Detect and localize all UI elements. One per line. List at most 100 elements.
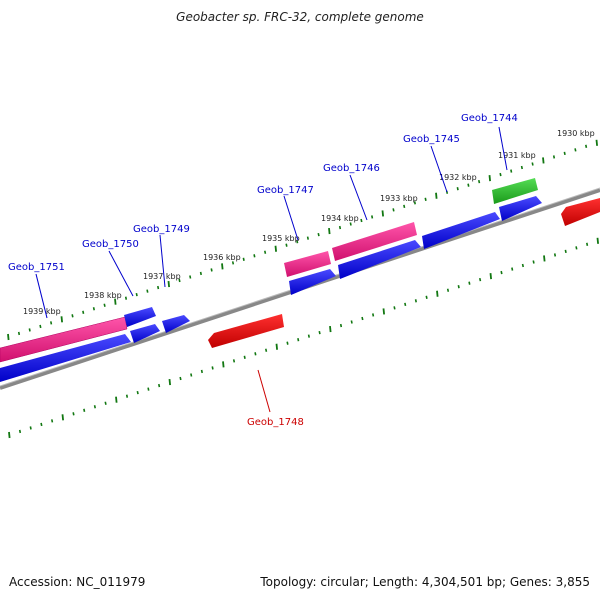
cds-1745[interactable] bbox=[422, 212, 500, 249]
label-geob-1746[interactable]: Geob_1746 bbox=[323, 163, 380, 174]
label-leaders bbox=[35, 126, 508, 413]
tick-mark bbox=[479, 277, 482, 282]
tick-mark bbox=[179, 376, 182, 381]
cds-1744b[interactable] bbox=[499, 196, 542, 221]
tick-mark bbox=[371, 215, 374, 219]
tick-mark bbox=[51, 419, 54, 423]
tick-mark bbox=[317, 232, 320, 237]
kbp-label-1934: 1934 kbp bbox=[321, 214, 359, 223]
gene-geob-1748[interactable] bbox=[208, 314, 284, 348]
tick-mark bbox=[92, 307, 95, 311]
tick-mark bbox=[457, 285, 460, 289]
gene-geob-1746[interactable] bbox=[332, 222, 417, 261]
gene-geob-1744[interactable] bbox=[492, 178, 538, 204]
label-geob-1745[interactable]: Geob_1745 bbox=[403, 134, 460, 145]
tick-mark bbox=[243, 355, 246, 359]
tick-mark bbox=[82, 310, 85, 314]
cds-1747b[interactable] bbox=[289, 269, 336, 295]
tick-mark bbox=[275, 343, 278, 350]
tick-mark bbox=[414, 299, 417, 303]
tick-mark bbox=[329, 325, 332, 333]
position-ticks-outer bbox=[7, 139, 598, 341]
tick-mark bbox=[60, 316, 63, 323]
tick-mark bbox=[61, 414, 64, 421]
tick-mark bbox=[222, 361, 225, 368]
tick-mark bbox=[178, 278, 181, 283]
label-geob-1747[interactable]: Geob_1747 bbox=[257, 185, 314, 196]
gene-geob-1751[interactable] bbox=[0, 316, 128, 363]
gene-geob-1750[interactable] bbox=[124, 307, 156, 327]
tick-mark bbox=[436, 290, 439, 297]
tick-mark bbox=[425, 295, 428, 299]
tick-mark bbox=[83, 408, 86, 412]
genome-title: Geobacter sp. FRC-32, complete genome bbox=[176, 10, 424, 24]
tick-mark bbox=[124, 296, 128, 300]
position-ticks-inner bbox=[8, 237, 599, 439]
tick-mark bbox=[158, 383, 161, 388]
tick-mark bbox=[265, 348, 268, 352]
kbp-label-1933: 1933 kbp bbox=[380, 194, 418, 203]
tick-mark bbox=[8, 431, 11, 439]
label-geob-1749[interactable]: Geob_1749 bbox=[133, 224, 190, 235]
tick-mark bbox=[499, 172, 502, 177]
cds-left-long[interactable] bbox=[0, 334, 131, 382]
tick-mark bbox=[456, 187, 459, 191]
tick-mark bbox=[393, 306, 396, 310]
tick-mark bbox=[488, 175, 491, 182]
tick-mark bbox=[574, 148, 577, 152]
tick-mark bbox=[71, 314, 74, 318]
label-geob-1748[interactable]: Geob_1748 bbox=[247, 417, 304, 428]
tick-mark bbox=[542, 157, 545, 164]
tick-mark bbox=[7, 333, 10, 341]
tick-mark bbox=[404, 302, 407, 307]
cds-1746b[interactable] bbox=[338, 240, 421, 279]
tick-mark bbox=[72, 412, 75, 416]
label-geob-1751[interactable]: Geob_1751 bbox=[8, 262, 65, 273]
kbp-scale: 1930 kbp 1931 kbp 1932 kbp 1933 kbp 1934… bbox=[23, 129, 595, 316]
tick-mark bbox=[403, 204, 406, 209]
tick-mark bbox=[360, 218, 363, 223]
tick-mark bbox=[39, 324, 42, 329]
tick-mark bbox=[435, 192, 438, 199]
tick-mark bbox=[361, 316, 364, 321]
tick-mark bbox=[510, 169, 513, 173]
tick-mark bbox=[50, 321, 53, 325]
tick-mark bbox=[211, 366, 214, 370]
tick-mark bbox=[468, 281, 471, 285]
gene-geob-1747[interactable] bbox=[284, 251, 331, 277]
tick-mark bbox=[40, 422, 43, 427]
tick-mark bbox=[564, 249, 567, 254]
label-geob-1750[interactable]: Geob_1750 bbox=[82, 239, 139, 250]
tick-mark bbox=[328, 227, 331, 235]
kbp-label-1936: 1936 kbp bbox=[203, 253, 241, 262]
tick-mark bbox=[147, 387, 150, 391]
tick-mark bbox=[285, 243, 288, 247]
tick-mark bbox=[274, 245, 277, 252]
tick-mark bbox=[307, 334, 310, 338]
tick-mark bbox=[146, 289, 149, 293]
cds-1750b[interactable] bbox=[130, 324, 160, 343]
tick-mark bbox=[349, 222, 352, 226]
tick-mark bbox=[104, 401, 107, 405]
tick-mark bbox=[338, 225, 342, 230]
label-geob-1744[interactable]: Geob_1744 bbox=[461, 113, 518, 124]
gene-geob-1749[interactable] bbox=[162, 315, 190, 333]
gene-reverse-right[interactable] bbox=[561, 198, 600, 226]
tick-mark bbox=[586, 242, 589, 246]
tick-mark bbox=[29, 426, 32, 430]
tick-mark bbox=[372, 313, 375, 317]
tick-mark bbox=[28, 328, 31, 332]
tick-mark bbox=[553, 253, 557, 257]
tick-mark bbox=[157, 285, 160, 290]
tick-mark bbox=[595, 139, 598, 146]
tick-mark bbox=[296, 240, 299, 244]
tick-mark bbox=[381, 210, 384, 217]
tick-mark bbox=[297, 338, 300, 342]
kbp-label-1937: 1937 kbp bbox=[143, 272, 181, 281]
tick-mark bbox=[103, 303, 106, 307]
tick-mark bbox=[521, 263, 524, 268]
forward-cds-track bbox=[0, 196, 542, 382]
tick-mark bbox=[254, 352, 257, 356]
tick-mark bbox=[424, 197, 427, 201]
